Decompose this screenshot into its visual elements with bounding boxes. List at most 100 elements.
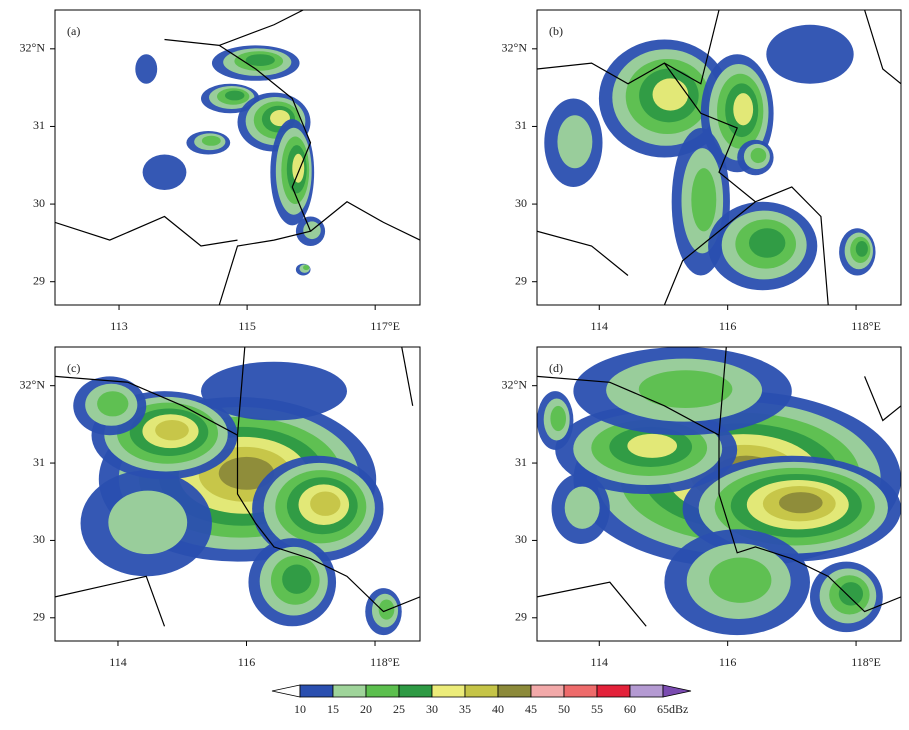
province-border — [310, 201, 420, 241]
colorbar-box — [497, 684, 532, 698]
reflectivity-echo — [378, 599, 395, 620]
reflectivity-echo — [652, 78, 689, 111]
province-border — [718, 435, 901, 613]
colorbar-box — [563, 684, 598, 698]
province-border — [537, 230, 629, 276]
province-border — [864, 376, 901, 422]
colorbar-label: 25 — [393, 702, 405, 716]
map-panel: (d) 114 116 118°E 29 30 31 32°N — [502, 346, 902, 669]
colorbar-label: 55 — [591, 702, 603, 716]
colorbar-box — [596, 684, 631, 698]
x-tick-label: 116 — [719, 319, 737, 333]
colorbar-label: 40 — [492, 702, 504, 716]
y-tick-label: 31 — [515, 455, 527, 469]
reflectivity-echo — [838, 582, 864, 606]
colorbar-label: 15 — [327, 702, 339, 716]
colorbar-under — [271, 684, 301, 698]
y-tick-label: 30 — [33, 532, 45, 546]
y-tick-label: 29 — [515, 610, 527, 624]
y-tick-label: 30 — [515, 532, 527, 546]
province-border — [164, 10, 304, 47]
reflectivity-echo — [778, 492, 823, 514]
reflectivity-echo — [155, 420, 189, 441]
colorbar-label: 30 — [426, 702, 438, 716]
province-border — [537, 10, 720, 85]
reflectivity-echo — [855, 241, 868, 257]
reflectivity-echo — [691, 168, 717, 232]
y-tick-label: 31 — [33, 455, 45, 469]
reflectivity-echo — [201, 361, 347, 421]
map-frame — [54, 346, 421, 642]
colorbar: 10 15 20 25 30 35 40 45 50 55 60 65 dBz — [271, 684, 692, 716]
reflectivity-echo — [748, 228, 786, 258]
colorbar-box — [398, 684, 433, 698]
echo-field — [537, 347, 901, 636]
reflectivity-echo — [108, 490, 188, 555]
x-tick-label: 117°E — [370, 319, 400, 333]
colorbar-label: 60 — [624, 702, 636, 716]
map-panel: (b) 114 116 118°E 29 30 31 32°N — [502, 9, 902, 333]
province-border — [755, 186, 829, 305]
colorbar-box — [299, 684, 334, 698]
reflectivity-echo — [218, 456, 275, 490]
reflectivity-echo — [292, 153, 305, 183]
y-tick-label: 32°N — [502, 377, 528, 391]
y-tick-label: 32°N — [20, 377, 46, 391]
panel-label: (d) — [549, 361, 563, 375]
map-frame — [536, 346, 902, 642]
map-panel: (a) 113 115 117°E 29 30 31 32°N — [20, 9, 421, 333]
y-tick-label: 32°N — [20, 41, 46, 55]
reflectivity-echo — [557, 115, 593, 169]
x-tick-label: 118°E — [851, 319, 881, 333]
colorbar-box — [431, 684, 466, 698]
panel-label: (c) — [67, 361, 80, 375]
reflectivity-echo — [282, 564, 312, 594]
y-tick-label: 31 — [33, 118, 45, 132]
reflectivity-echo — [310, 491, 341, 516]
echo-field — [55, 347, 420, 636]
colorbar-label: 35 — [459, 702, 471, 716]
colorbar-unit: dBz — [669, 702, 688, 716]
colorbar-box — [332, 684, 367, 698]
province-border — [537, 581, 647, 627]
reflectivity-echo — [142, 154, 187, 190]
y-tick-label: 29 — [33, 610, 45, 624]
x-tick-label: 116 — [238, 655, 256, 669]
y-tick-label: 31 — [515, 118, 527, 132]
colorbar-label: 45 — [525, 702, 537, 716]
y-tick-label: 30 — [515, 196, 527, 210]
reflectivity-echo — [564, 486, 600, 529]
colorbar-box — [365, 684, 400, 698]
x-tick-label: 114 — [590, 319, 608, 333]
map-panel: (c) 114 116 118°E 29 30 31 32°N — [20, 346, 421, 669]
colorbar-label: 10 — [294, 702, 306, 716]
colorbar-box — [530, 684, 565, 698]
x-tick-label: 115 — [238, 319, 256, 333]
reflectivity-echo — [733, 93, 754, 126]
y-tick-label: 32°N — [502, 41, 528, 55]
province-border — [218, 44, 312, 305]
colorbar-label: 50 — [558, 702, 570, 716]
x-tick-label: 118°E — [851, 655, 881, 669]
reflectivity-echo — [303, 265, 310, 271]
province-border — [864, 10, 901, 85]
panel-label: (b) — [549, 24, 563, 38]
reflectivity-echo — [224, 90, 245, 101]
reflectivity-echo — [201, 135, 221, 146]
x-tick-label: 118°E — [370, 655, 400, 669]
colorbar-box — [464, 684, 499, 698]
map-frame — [54, 9, 421, 306]
reflectivity-echo — [766, 24, 854, 84]
echo-field — [55, 10, 420, 305]
map-frame — [536, 9, 902, 306]
province-border — [401, 347, 414, 406]
y-tick-label: 29 — [33, 273, 45, 287]
reflectivity-echo — [709, 557, 772, 603]
colorbar-label: 65 — [657, 702, 669, 716]
reflectivity-echo — [638, 370, 733, 408]
reflectivity-echo — [270, 110, 290, 127]
province-border — [55, 347, 246, 437]
province-border — [236, 435, 420, 613]
reflectivity-echo — [550, 405, 566, 432]
